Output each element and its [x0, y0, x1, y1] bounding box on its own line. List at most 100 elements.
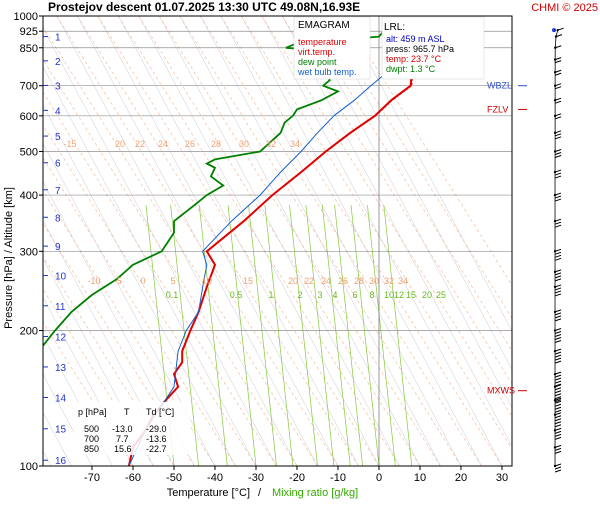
values-table: p [hPa] T Td [°C] 500 -13.0 -29.0 700 7.… [74, 402, 190, 455]
x-tick-label: 10 [414, 472, 426, 484]
mixing-ratio-label: 6 [352, 290, 357, 300]
y-tick-label: 200 [20, 326, 38, 338]
x-axis-title-secondary: Mixing ratio [g/kg] [272, 487, 358, 499]
altitude-tick-label: 11 [55, 302, 66, 313]
legend: EMAGRAM temperature virt.temp. dew point… [294, 17, 370, 79]
altitude-tick-label: 16 [55, 456, 67, 467]
adiabat-label: 34 [290, 139, 300, 149]
x-tick-label: -10 [330, 472, 346, 484]
mixing-ratio-label: 20 [422, 290, 432, 300]
altitude-tick-label: 15 [55, 425, 67, 436]
x-tick-label: 30 [496, 472, 508, 484]
adiabat-label: 24 [321, 276, 331, 286]
mixing-ratio-label: 12 [394, 290, 404, 300]
table-cell: 850 [84, 444, 99, 454]
adiabat-label: 20 [115, 139, 125, 149]
x-tick-label: 20 [455, 472, 467, 484]
legend-title: EMAGRAM [298, 20, 350, 31]
table-cell: 500 [84, 424, 99, 434]
x-tick-label: -30 [248, 472, 264, 484]
adiabat-label: -15 [63, 139, 76, 149]
y-tick-label: 925 [20, 26, 38, 38]
station-info-title: LRL: [384, 22, 405, 33]
station-pressure: press: 965.7 hPa [386, 44, 454, 54]
station-dewpoint: dwpt: 1.3 °C [386, 64, 436, 74]
legend-item-virt-temp: virt.temp. [298, 47, 335, 57]
mixing-ratio-label: 2 [297, 290, 302, 300]
adiabat-label: 20 [288, 276, 298, 286]
mixing-ratio-label: 15 [406, 290, 416, 300]
altitude-tick-label: 2 [55, 57, 61, 68]
mixing-ratio-label: 25 [436, 290, 446, 300]
y-tick-label: 850 [20, 43, 38, 55]
altitude-tick-label: 8 [55, 213, 61, 224]
level-label-mxws: MXWS [487, 386, 515, 396]
table-header-td: Td [°C] [146, 407, 174, 417]
altitude-tick-label: 4 [55, 106, 61, 117]
y-axis-title: Pressure [hPa] / Altitude [km] [3, 187, 15, 329]
y-tick-label: 500 [20, 146, 38, 158]
table-cell: -29.0 [146, 424, 167, 434]
altitude-tick-label: 6 [55, 159, 61, 170]
table-cell: -13.6 [146, 434, 167, 444]
mixing-ratio-label: 3 [317, 290, 322, 300]
table-header-p: p [hPa] [78, 407, 107, 417]
adiabat-label: 15 [243, 276, 253, 286]
station-info: LRL: alt: 459 m ASL press: 965.7 hPa tem… [382, 17, 484, 79]
mixing-ratio-label: 8 [369, 290, 374, 300]
altitude-tick-label: 9 [55, 242, 61, 253]
surface-wind-point [552, 28, 556, 32]
mixing-ratio-label: 0.1 [166, 290, 179, 300]
adiabat-label: 0 [140, 276, 145, 286]
mixing-ratio-label: 0.5 [230, 290, 243, 300]
mixing-ratio-label: 4 [332, 290, 337, 300]
level-label-fzlv: FZLV [487, 104, 508, 114]
table-header-t: T [124, 407, 130, 417]
x-tick-label: -20 [289, 472, 305, 484]
adiabat-label: 30 [239, 139, 249, 149]
adiabat-label: -10 [87, 276, 100, 286]
adiabat-label: 22 [304, 276, 314, 286]
adiabat-label: 10 [202, 276, 212, 286]
x-axis-title: Temperature [°C] [167, 487, 250, 499]
adiabat-label: 32 [384, 276, 394, 286]
legend-item-wet-bulb: wet bulb temp. [297, 67, 357, 77]
altitude-tick-label: 5 [55, 132, 61, 143]
x-tick-label: -70 [84, 472, 100, 484]
x-tick-label: -60 [125, 472, 141, 484]
x-tick-label: -50 [166, 472, 182, 484]
adiabat-label: 5 [170, 276, 175, 286]
level-label-wbzl: WBZL [487, 81, 512, 91]
adiabat-label: 32 [266, 139, 276, 149]
altitude-tick-label: 7 [55, 186, 61, 197]
adiabat-label: -5 [114, 276, 122, 286]
x-tick-label: -40 [207, 472, 223, 484]
mixing-ratio-label: 10 [384, 290, 394, 300]
station-altitude: alt: 459 m ASL [386, 34, 445, 44]
table-cell: 700 [84, 434, 99, 444]
altitude-tick-label: 1 [55, 33, 61, 44]
legend-item-dew-point: dew point [298, 57, 337, 67]
table-cell: -22.7 [146, 444, 167, 454]
y-tick-label: 300 [20, 246, 38, 258]
legend-item-temperature: temperature [298, 37, 347, 47]
adiabat-label: 24 [158, 139, 168, 149]
mixing-ratio-label: 1 [268, 290, 273, 300]
y-tick-label: 700 [20, 81, 38, 93]
y-tick-label: 1000 [14, 11, 38, 23]
adiabat-label: 28 [211, 139, 221, 149]
table-cell: 7.7 [116, 434, 129, 444]
adiabat-label: 34 [398, 276, 408, 286]
table-cell: -13.0 [112, 424, 133, 434]
y-tick-label: 400 [20, 190, 38, 202]
chart-title: Prostejov descent 01.07.2025 13:30 UTC 4… [48, 0, 360, 14]
x-tick-label: 0 [376, 472, 382, 484]
adiabat-label: 22 [135, 139, 145, 149]
station-temperature: temp: 23.7 °C [386, 54, 442, 64]
credit-label: CHMI © 2025 [531, 2, 598, 14]
table-cell: 15.6 [114, 444, 132, 454]
altitude-tick-label: 10 [55, 272, 67, 283]
adiabat-label: 28 [354, 276, 364, 286]
